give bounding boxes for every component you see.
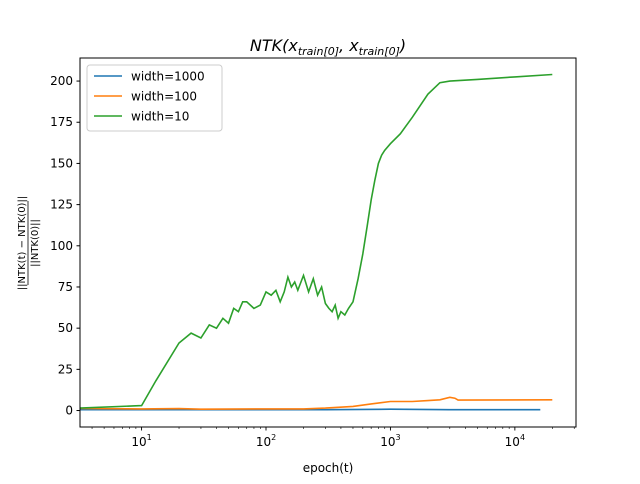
plot-frame <box>79 57 577 428</box>
legend-label: width=1000 <box>131 70 205 84</box>
chart-title: NTK(xtrain[0], xtrain[0]) <box>250 36 406 58</box>
y-tick-label: 100 <box>50 239 73 253</box>
y-tick-label: 75 <box>58 280 73 294</box>
y-tick-label: 150 <box>50 156 73 170</box>
legend-label: width=100 <box>131 90 197 104</box>
x-tick-label: 102 <box>256 433 276 449</box>
y-tick-label: 175 <box>50 115 73 129</box>
y-tick-label: 200 <box>50 74 73 88</box>
x-tick-label: 104 <box>505 433 525 449</box>
series-line-width=100 <box>80 396 553 411</box>
y-tick-label: 25 <box>58 362 73 376</box>
x-tick-label: 101 <box>131 433 151 449</box>
legend: width=1000 width=100 width=10 <box>86 64 223 132</box>
series-line-width=10 <box>80 73 553 409</box>
y-tick-label: 125 <box>50 198 73 212</box>
y-tick-label: 50 <box>58 321 73 335</box>
legend-label: width=10 <box>131 110 189 124</box>
y-tick-label: 0 <box>65 404 73 418</box>
x-axis-label: epoch(t) <box>303 461 354 475</box>
series-line-width=1000 <box>80 408 541 411</box>
svg-text:||NTK(0)||: ||NTK(0)|| <box>30 219 41 267</box>
svg-text:||NTK(t) − NTK(0)||: ||NTK(t) − NTK(0)|| <box>17 196 28 290</box>
x-tick-label: 103 <box>380 433 400 449</box>
y-axis-label: ||NTK(t) − NTK(0)|| ||NTK(0)|| <box>17 196 41 290</box>
